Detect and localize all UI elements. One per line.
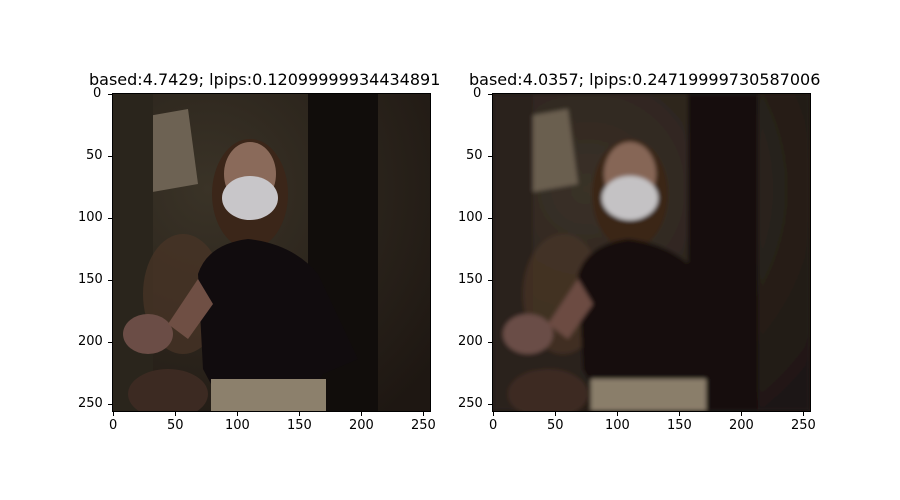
y-tick	[488, 404, 492, 405]
x-tick	[493, 412, 494, 416]
x-tick-label: 50	[547, 418, 564, 433]
x-tick	[679, 412, 680, 416]
x-tick-label: 250	[411, 418, 436, 433]
y-tick	[108, 94, 112, 95]
x-tick	[741, 412, 742, 416]
y-tick-label: 150	[458, 272, 483, 287]
y-tick-label: 200	[458, 334, 483, 349]
y-tick	[488, 342, 492, 343]
panel-title: based:4.7429; lpips:0.12099999934434891	[89, 70, 441, 89]
x-tick	[237, 412, 238, 416]
x-tick-label: 150	[667, 418, 692, 433]
x-tick	[555, 412, 556, 416]
y-tick	[108, 404, 112, 405]
y-tick	[108, 280, 112, 281]
y-tick-label: 250	[78, 396, 103, 411]
x-tick-label: 0	[109, 418, 118, 433]
y-tick-label: 50	[86, 148, 103, 163]
x-tick-label: 150	[287, 418, 312, 433]
x-tick	[113, 412, 114, 416]
photo	[113, 94, 430, 411]
y-tick	[488, 156, 492, 157]
x-tick-label: 0	[489, 418, 498, 433]
x-tick-label: 100	[605, 418, 630, 433]
x-tick	[361, 412, 362, 416]
y-tick	[488, 218, 492, 219]
photo-woman-mask	[113, 94, 430, 411]
x-tick	[617, 412, 618, 416]
y-tick-label: 100	[458, 210, 483, 225]
y-tick-label: 0	[473, 86, 482, 101]
y-tick-label: 50	[466, 148, 483, 163]
y-tick-label: 100	[78, 210, 103, 225]
photo	[493, 94, 810, 411]
y-tick-label: 150	[78, 272, 103, 287]
x-tick-label: 50	[167, 418, 184, 433]
y-tick-label: 200	[78, 334, 103, 349]
y-tick	[488, 94, 492, 95]
x-tick	[423, 412, 424, 416]
photo-woman-mask-blurred	[493, 94, 810, 411]
x-tick	[803, 412, 804, 416]
x-tick-label: 200	[729, 418, 754, 433]
y-tick-label: 0	[93, 86, 102, 101]
x-tick-label: 100	[225, 418, 250, 433]
panel-title: based:4.0357; lpips:0.24719999730587006	[469, 70, 821, 89]
x-tick-label: 250	[791, 418, 816, 433]
y-tick	[488, 280, 492, 281]
y-tick	[108, 342, 112, 343]
y-tick	[108, 218, 112, 219]
x-tick	[299, 412, 300, 416]
x-tick-label: 200	[349, 418, 374, 433]
x-tick	[175, 412, 176, 416]
y-tick-label: 250	[458, 396, 483, 411]
y-tick	[108, 156, 112, 157]
